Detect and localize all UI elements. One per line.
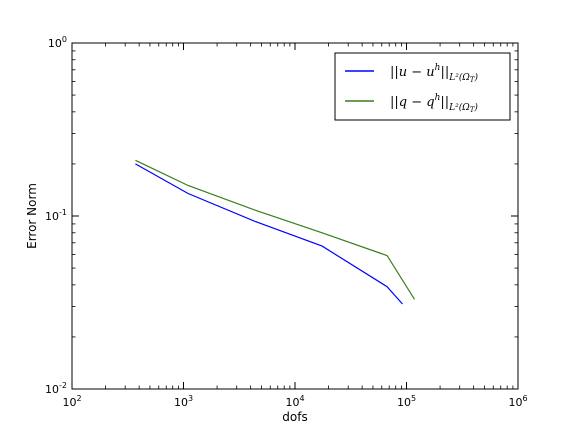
series-line-2 xyxy=(135,159,416,300)
y-tick-label: 100 xyxy=(48,35,67,50)
x-axis-title: dofs xyxy=(282,410,307,424)
y-tick-label: 10-2 xyxy=(45,381,67,396)
legend-label-2: ||q − qh||L²(ΩT) xyxy=(390,93,478,114)
y-axis-title: Error Norm xyxy=(25,183,39,249)
legend-box xyxy=(334,52,511,121)
tick-labels: 102 103 104 105 106 10-2 10-1 100 xyxy=(45,35,528,409)
y-tick-label: 10-1 xyxy=(45,208,67,223)
series-layer xyxy=(135,159,416,305)
axis-ticks xyxy=(71,42,519,390)
legend-label-1: ||u − uh||L²(ΩT) xyxy=(390,63,478,84)
x-tick-label: 105 xyxy=(397,394,416,409)
series-line-1 xyxy=(135,163,403,305)
legend: ||u − uh||L²(ΩT) ||q − qh||L²(ΩT) xyxy=(334,52,511,121)
x-tick-label: 103 xyxy=(174,394,193,409)
x-tick-label: 102 xyxy=(62,394,81,409)
x-tick-label: 104 xyxy=(285,394,304,409)
x-tick-label: 106 xyxy=(508,394,527,409)
